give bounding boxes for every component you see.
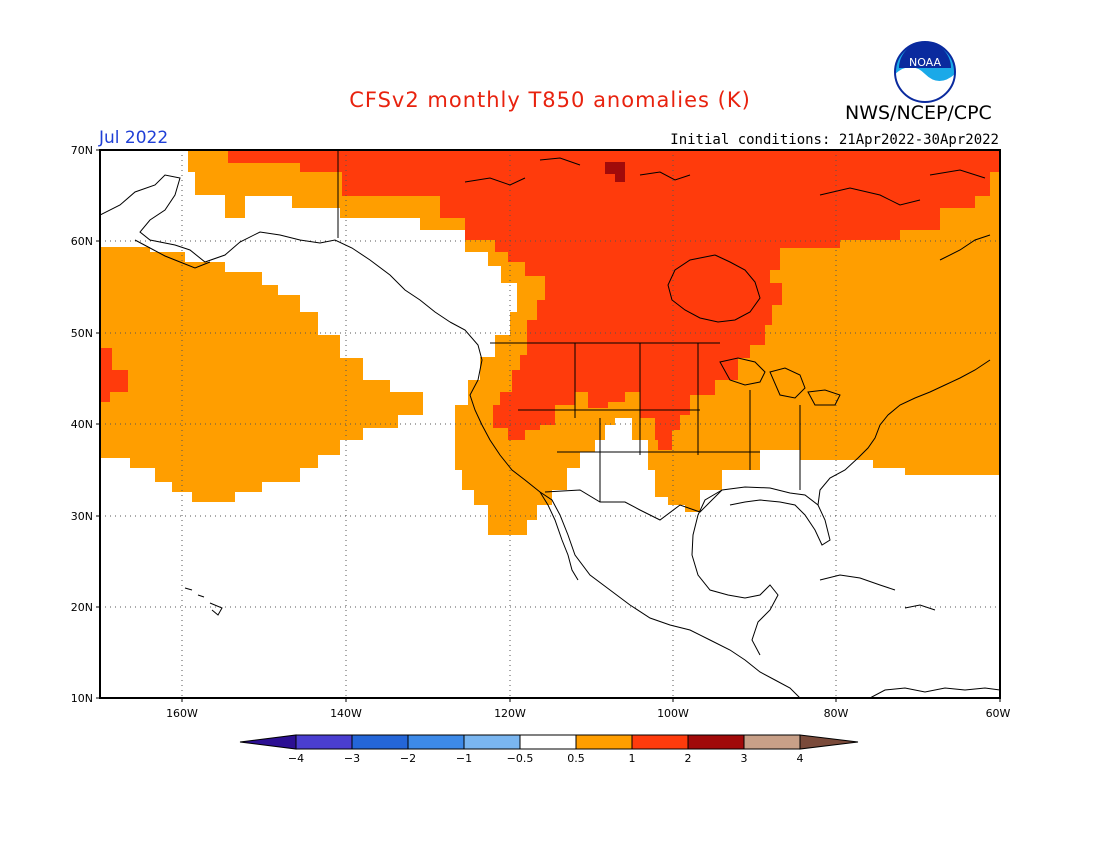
colorbar-label: 4 [797, 752, 804, 765]
colorbar-label: −1 [456, 752, 472, 765]
colorbar-swatch [351, 734, 409, 750]
colorbar-swatch [743, 734, 801, 750]
lat-label: 30N [71, 510, 93, 523]
colorbar-label: 2 [685, 752, 692, 765]
initial-conditions-label: Initial conditions: 21Apr2022-30Apr2022 [670, 132, 999, 148]
colorbar-arrow-left [239, 734, 297, 750]
lon-label: 60W [986, 707, 1011, 720]
colorbar-arrow-right [799, 734, 859, 750]
logo-lettering: NOAA [909, 56, 942, 69]
map-title: CFSv2 monthly T850 anomalies (K) [349, 88, 751, 112]
valid-month-label: Jul 2022 [99, 128, 169, 148]
lon-label: 80W [824, 707, 849, 720]
lat-label: 60N [71, 235, 93, 248]
anomaly-region-darkred [605, 162, 625, 182]
colorbar-swatch [463, 734, 521, 750]
lat-label: 10N [71, 692, 93, 705]
colorbar-label: 0.5 [567, 752, 585, 765]
lat-label: 40N [71, 418, 93, 431]
colorbar-label: 3 [741, 752, 748, 765]
lon-label: 100W [657, 707, 689, 720]
colorbar-label: 1 [629, 752, 636, 765]
lon-label: 160W [166, 707, 198, 720]
colorbar-swatch [407, 734, 465, 750]
graticule [100, 150, 1000, 698]
anomaly-region-red [100, 150, 1000, 450]
colorbar-label: −2 [400, 752, 416, 765]
noaa-logo: NOAA [894, 41, 956, 104]
lon-label: 140W [330, 707, 362, 720]
lon-label: 120W [494, 707, 526, 720]
colorbar-label: −3 [344, 752, 360, 765]
colorbar-swatch [575, 734, 633, 750]
lat-label: 70N [71, 144, 93, 157]
axis-ticks [96, 149, 1001, 702]
colorbar-label: −4 [288, 752, 304, 765]
colorbar-swatch [687, 734, 745, 750]
lat-label: 50N [71, 327, 93, 340]
colorbar-swatch [631, 734, 689, 750]
colorbar-swatch [295, 734, 353, 750]
coastlines [100, 150, 1000, 698]
colorbar-swatch [519, 734, 577, 750]
organization-label: NWS/NCEP/CPC [845, 102, 992, 124]
lat-label: 20N [71, 601, 93, 614]
colorbar-label: −0.5 [507, 752, 534, 765]
